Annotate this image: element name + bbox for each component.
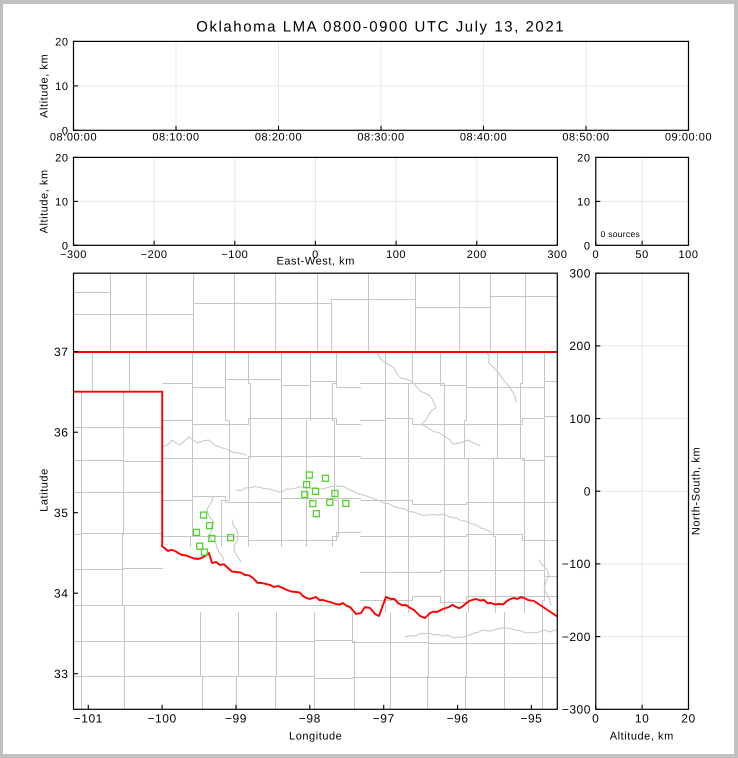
svg-text:Latitude: Latitude [39, 468, 51, 512]
svg-text:−200: −200 [141, 249, 168, 261]
svg-text:0: 0 [592, 249, 599, 261]
svg-text:33: 33 [54, 667, 68, 681]
svg-text:0: 0 [312, 249, 319, 261]
svg-text:08:30:00: 08:30:00 [357, 132, 404, 144]
svg-text:North-South, km: North-South, km [691, 447, 703, 535]
svg-text:300: 300 [569, 267, 591, 281]
svg-text:−101: −101 [74, 712, 103, 726]
svg-text:0 sources: 0 sources [601, 229, 641, 239]
svg-text:−300: −300 [562, 703, 591, 717]
svg-text:20: 20 [55, 152, 68, 164]
svg-text:08:50:00: 08:50:00 [562, 132, 609, 144]
svg-text:37: 37 [54, 345, 68, 359]
svg-text:Altitude, km: Altitude, km [610, 731, 674, 743]
svg-text:300: 300 [547, 249, 567, 261]
svg-text:0: 0 [584, 240, 591, 252]
svg-text:08:10:00: 08:10:00 [152, 132, 199, 144]
svg-text:20: 20 [55, 36, 68, 48]
svg-text:100: 100 [569, 412, 591, 426]
svg-text:100: 100 [678, 249, 698, 261]
svg-text:−98: −98 [299, 712, 321, 726]
svg-text:20: 20 [681, 712, 695, 726]
svg-text:−300: −300 [60, 249, 87, 261]
svg-text:50: 50 [635, 249, 648, 261]
svg-text:08:00:00: 08:00:00 [50, 132, 97, 144]
svg-text:0: 0 [62, 240, 69, 252]
svg-text:10: 10 [635, 712, 649, 726]
svg-text:100: 100 [386, 249, 406, 261]
svg-text:200: 200 [467, 249, 487, 261]
svg-text:−100: −100 [147, 712, 176, 726]
svg-text:08:40:00: 08:40:00 [460, 132, 507, 144]
svg-text:East-West, km: East-West, km [276, 256, 354, 268]
svg-text:−100: −100 [221, 249, 248, 261]
svg-text:10: 10 [55, 81, 68, 93]
svg-text:Altitude, km: Altitude, km [39, 169, 51, 233]
svg-text:−97: −97 [373, 712, 395, 726]
svg-text:34: 34 [54, 587, 68, 601]
svg-text:−200: −200 [562, 630, 591, 644]
svg-text:−96: −96 [447, 712, 469, 726]
svg-text:Longitude: Longitude [289, 731, 342, 743]
svg-text:0: 0 [62, 125, 69, 137]
svg-text:10: 10 [55, 196, 68, 208]
svg-text:35: 35 [54, 506, 68, 520]
svg-text:200: 200 [569, 339, 591, 353]
svg-text:36: 36 [54, 426, 68, 440]
svg-text:20: 20 [577, 152, 590, 164]
svg-text:10: 10 [577, 196, 590, 208]
svg-text:0: 0 [592, 712, 599, 726]
svg-text:Oklahoma LMA 0800-0900 UTC Jul: Oklahoma LMA 0800-0900 UTC July 13, 2021 [196, 19, 565, 36]
svg-text:0: 0 [584, 485, 591, 499]
svg-text:Altitude, km: Altitude, km [39, 54, 51, 118]
svg-text:09:00:00: 09:00:00 [665, 132, 712, 144]
svg-text:−99: −99 [225, 712, 247, 726]
svg-text:08:20:00: 08:20:00 [255, 132, 302, 144]
svg-text:−100: −100 [562, 557, 591, 571]
svg-text:−95: −95 [520, 712, 542, 726]
